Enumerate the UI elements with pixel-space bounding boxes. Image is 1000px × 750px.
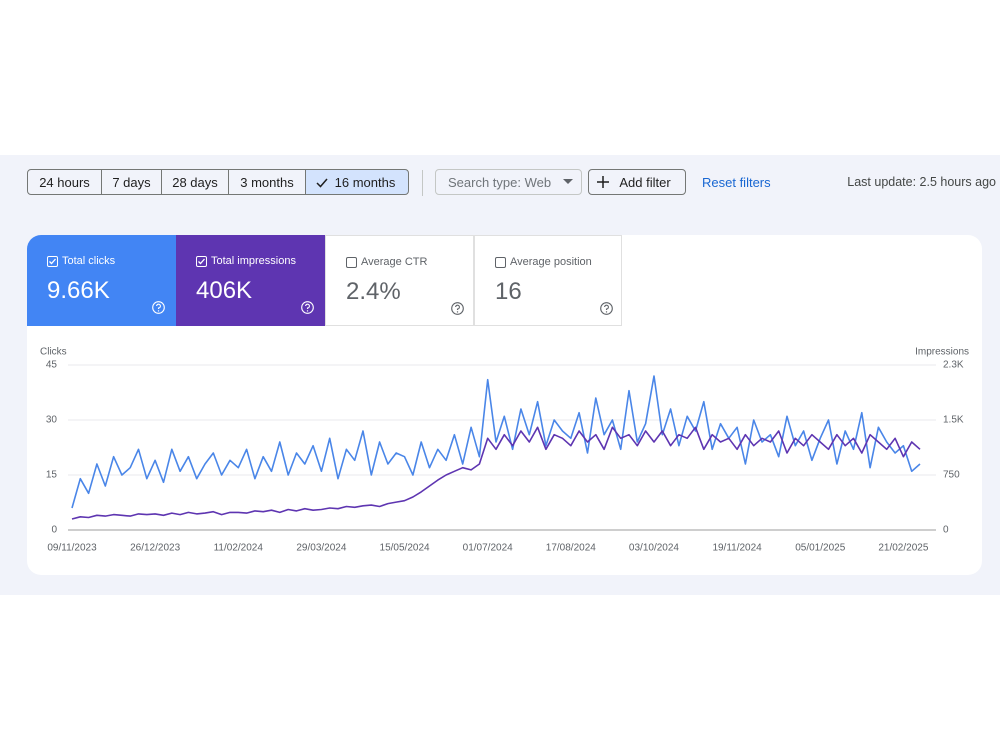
metric-label: Total clicks (62, 255, 116, 267)
help-glyph (455, 304, 460, 310)
x-tick-label: 19/11/2024 (712, 543, 762, 554)
checkbox-box (47, 256, 58, 267)
x-tick-label: 21/02/2025 (878, 543, 928, 554)
plus-icon (597, 176, 609, 188)
last-update: Last update: 2.5 hours ago (847, 175, 996, 189)
metric-value: 16 (495, 278, 522, 305)
help-icon (152, 301, 165, 314)
x-tick-label: 09/11/2023 (47, 543, 97, 554)
help-dot (306, 310, 309, 312)
help-icon (301, 301, 314, 314)
y2-tick-label: 1.5K (943, 415, 964, 426)
x-tick-label: 11/02/2024 (214, 543, 264, 554)
y-tick-label: 0 (51, 525, 57, 536)
range-button[interactable]: 24 hours (27, 169, 102, 195)
checkbox (47, 256, 58, 267)
y2-tick-label: 2.3K (943, 360, 964, 371)
range-label: 28 days (172, 174, 218, 190)
metric-tile[interactable]: Total clicks 9.66K (27, 235, 176, 326)
metric-value: 406K (196, 277, 253, 304)
search-type-dropdown[interactable]: Search type: Web (435, 169, 582, 195)
help-circle (451, 302, 464, 315)
y2-tick-label: 0 (943, 525, 949, 536)
x-tick-label: 17/08/2024 (546, 543, 596, 554)
checkbox (196, 256, 207, 267)
check-mark (316, 178, 328, 188)
y-axis-title: Clicks (40, 347, 67, 358)
range-label: 7 days (112, 174, 151, 190)
metric-tile[interactable]: Average CTR 2.4% (325, 235, 474, 326)
help-dot (605, 311, 608, 313)
check-icon (316, 178, 328, 188)
metric-label: Average CTR (361, 256, 428, 268)
x-tick-label: 05/01/2025 (795, 543, 845, 554)
help-icon (600, 302, 613, 315)
metric-label: Total impressions (211, 255, 296, 267)
separator (422, 170, 423, 196)
checkbox-box (196, 256, 207, 267)
checkbox (346, 257, 357, 268)
help-icon (451, 302, 464, 315)
range-button[interactable]: 16 months (305, 169, 409, 195)
help-dot (157, 310, 160, 312)
series-line (71, 426, 921, 520)
help-glyph (604, 304, 609, 310)
add-filter-button[interactable]: Add filter (588, 169, 686, 195)
help-glyph (156, 303, 161, 309)
checkbox-box (495, 257, 506, 268)
help-circle (152, 301, 165, 314)
metric-label: Average position (510, 256, 592, 268)
x-tick-label: 15/05/2024 (380, 543, 430, 554)
range-button[interactable]: 28 days (161, 169, 229, 195)
x-tick-label: 01/07/2024 (463, 543, 513, 554)
checkbox-tick (198, 258, 205, 265)
series-line (71, 375, 921, 509)
dropdown-arrow (563, 179, 573, 184)
range-label: 16 months (334, 174, 396, 190)
add-filter-label: Add filter (619, 174, 671, 190)
y2-tick-label: 750 (943, 470, 960, 481)
checkbox-box (346, 257, 357, 268)
help-dot (456, 311, 459, 313)
y-tick-label: 45 (46, 360, 58, 371)
help-glyph (305, 303, 310, 309)
help-circle (301, 301, 314, 314)
y-tick-label: 30 (46, 415, 58, 426)
search-type-label: Search type: Web (448, 174, 552, 190)
checkbox (495, 257, 506, 268)
metric-value: 2.4% (346, 278, 401, 305)
checkbox-tick (49, 258, 56, 265)
y-tick-label: 15 (46, 470, 58, 481)
x-tick-label: 26/12/2023 (130, 543, 180, 554)
metric-tile[interactable]: Average position 16 (474, 235, 622, 326)
metric-tile[interactable]: Total impressions 406K (176, 235, 325, 326)
x-tick-label: 03/10/2024 (629, 543, 679, 554)
help-circle (600, 302, 613, 315)
metric-value: 9.66K (47, 277, 110, 304)
range-label: 3 months (240, 174, 294, 190)
x-tick-label: 29/03/2024 (296, 543, 346, 554)
reset-filters-link[interactable]: Reset filters (702, 175, 771, 190)
range-label: 24 hours (39, 174, 90, 190)
y2-axis-title: Impressions (915, 347, 969, 358)
